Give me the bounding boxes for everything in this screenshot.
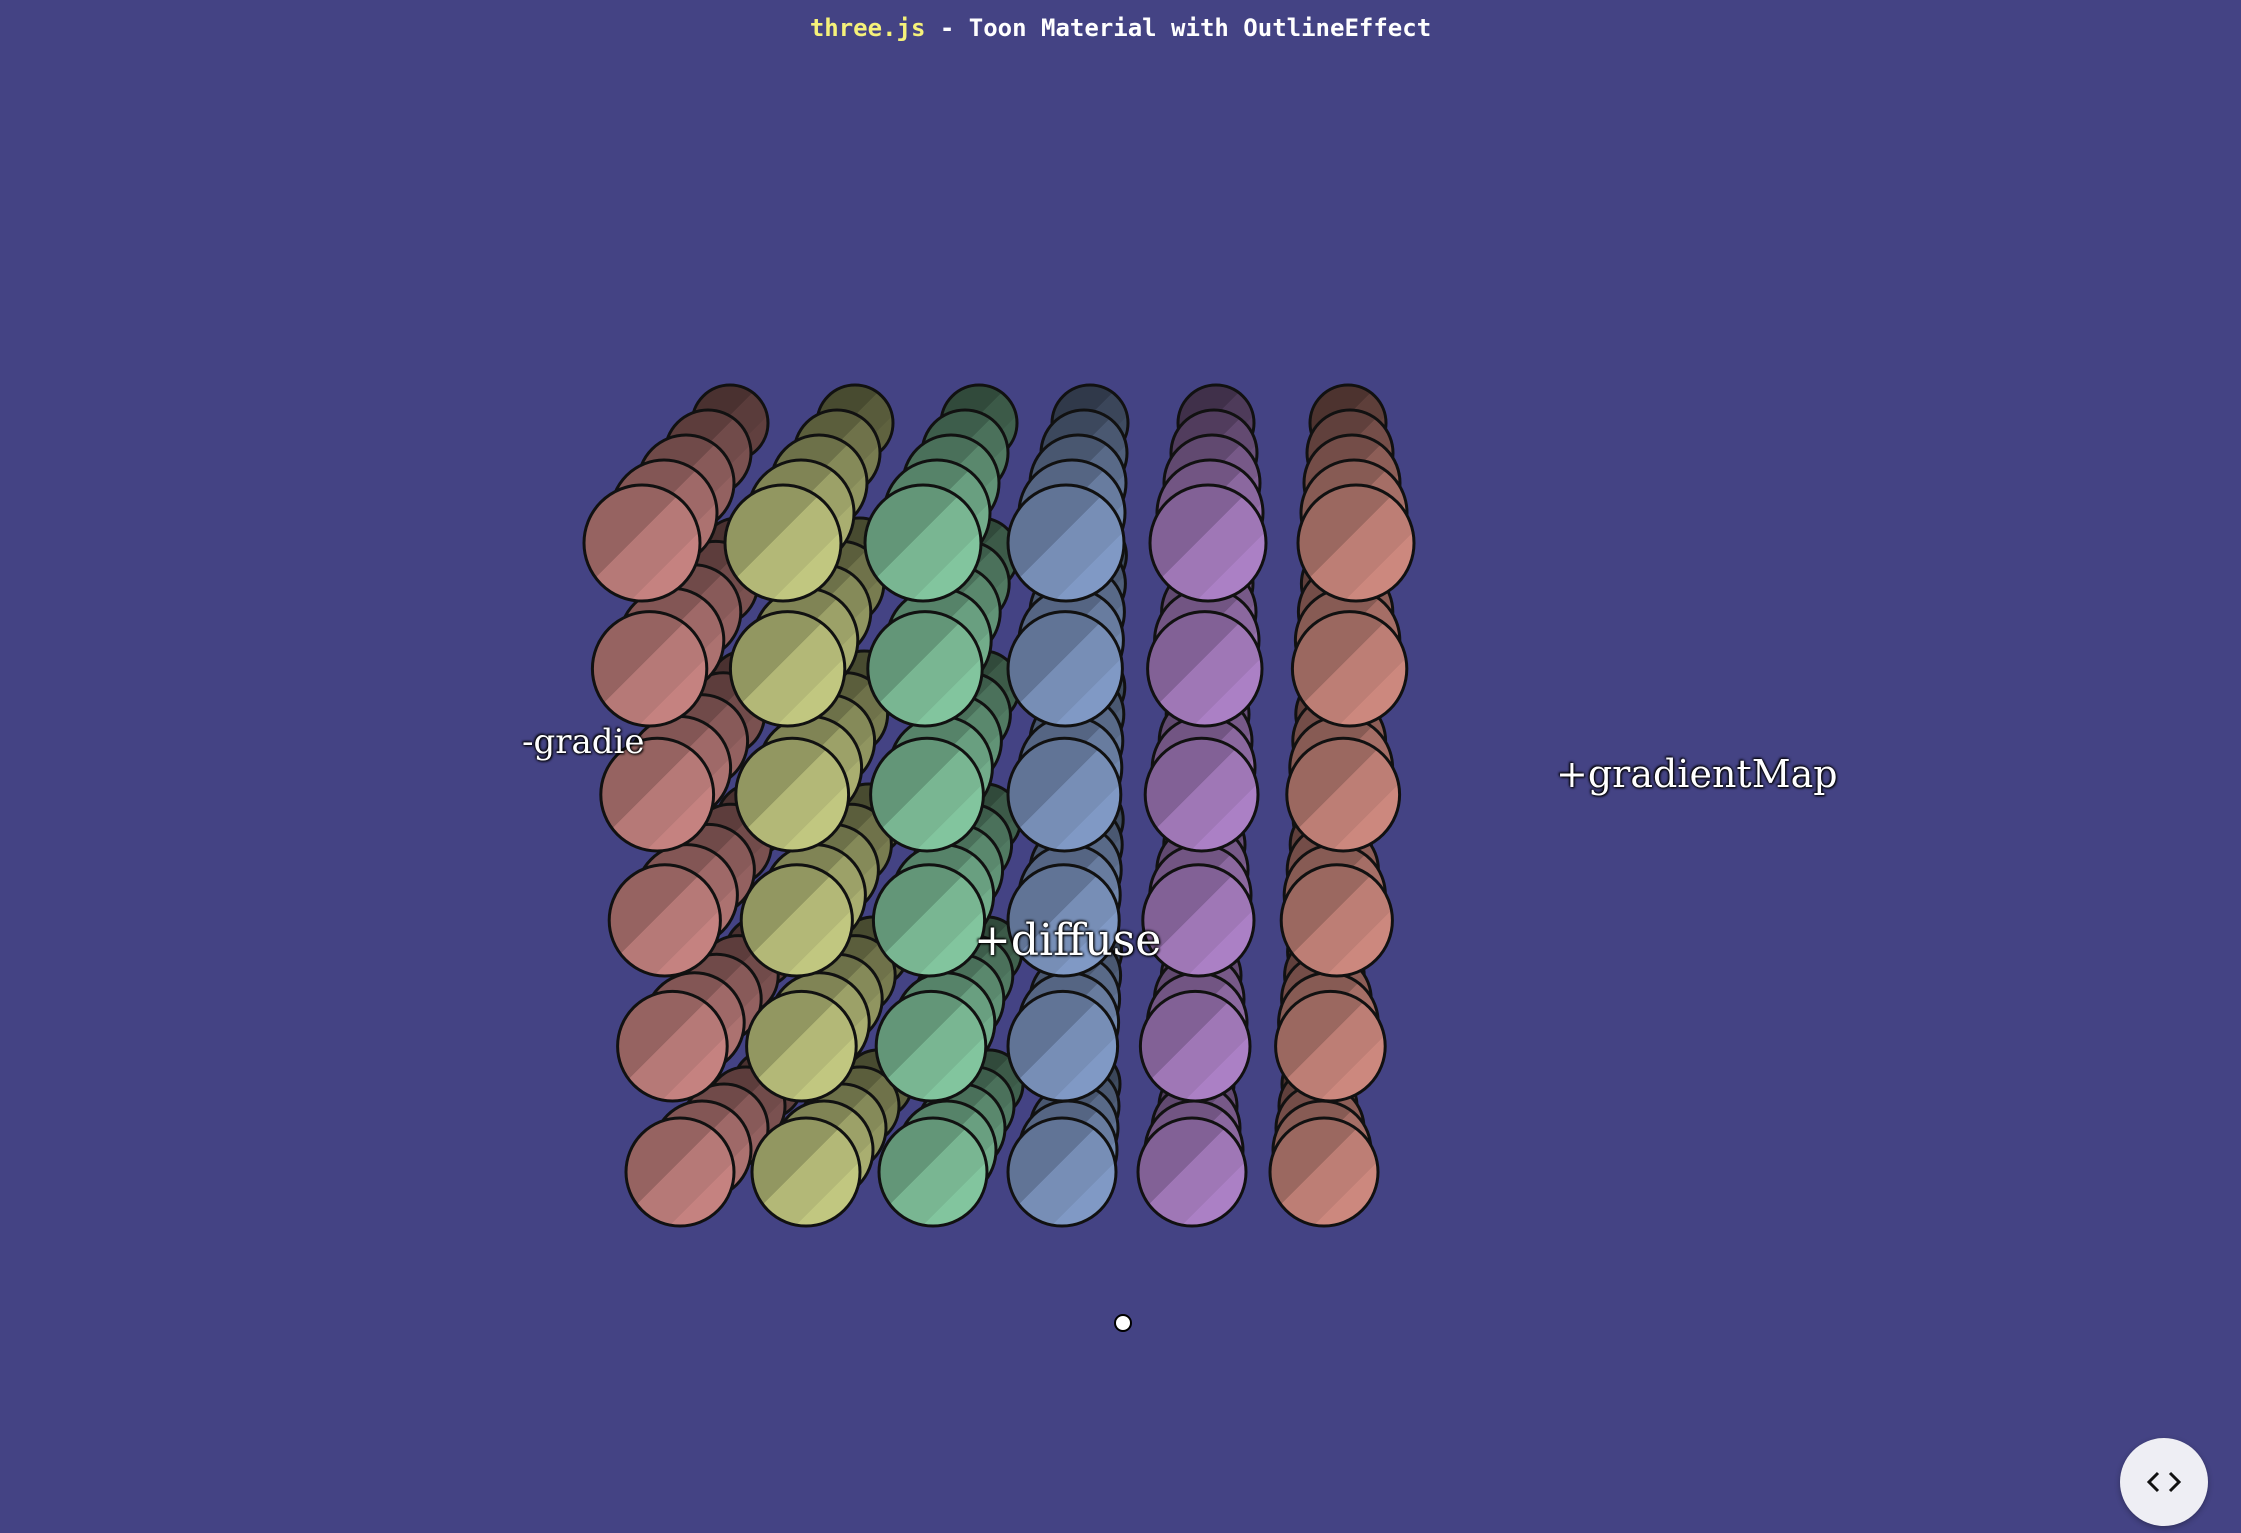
label-diffuse: +diffuse <box>974 915 1162 966</box>
label-gradient-positive: +gradientMap <box>1556 752 1838 796</box>
toon-sphere <box>1274 989 1387 1103</box>
toon-sphere <box>874 989 988 1103</box>
code-brackets-icon <box>2146 1471 2182 1493</box>
toon-sphere <box>582 483 702 603</box>
toon-sphere <box>866 610 984 728</box>
toon-sphere <box>739 863 854 978</box>
demo-title: - Toon Material with OutlineEffect <box>925 14 1432 42</box>
toon-sphere <box>1143 736 1260 853</box>
toon-sphere <box>869 736 985 853</box>
toon-sphere <box>1146 610 1264 728</box>
toon-sphere <box>1006 989 1120 1103</box>
toon-sphere <box>1006 1116 1118 1228</box>
threejs-link[interactable]: three.js <box>809 14 926 42</box>
toon-sphere <box>734 736 851 853</box>
toon-sphere <box>723 483 843 603</box>
toon-sphere <box>863 483 983 603</box>
toon-sphere <box>1006 736 1123 853</box>
light-source-marker <box>1114 1314 1132 1332</box>
toon-sphere <box>624 1116 736 1228</box>
toon-sphere <box>599 736 716 853</box>
toon-sphere <box>1290 610 1409 728</box>
toon-sphere <box>1285 736 1402 853</box>
toon-sphere <box>1136 1116 1248 1228</box>
toon-sphere <box>1148 483 1268 603</box>
toon-sphere <box>1141 863 1256 978</box>
label-gradient-negative: -gradie <box>522 722 645 762</box>
toon-sphere <box>590 610 709 728</box>
view-source-button[interactable] <box>2120 1438 2208 1526</box>
toon-sphere <box>616 989 729 1103</box>
toon-sphere <box>728 610 847 728</box>
toon-sphere <box>1006 863 1121 978</box>
toon-sphere <box>1279 863 1394 978</box>
toon-sphere <box>1006 610 1124 728</box>
toon-sphere <box>745 989 858 1103</box>
toon-sphere <box>750 1116 862 1228</box>
toon-sphere <box>1138 989 1252 1103</box>
toon-sphere <box>607 863 722 978</box>
toon-sphere <box>871 863 987 978</box>
toon-sphere <box>877 1116 989 1228</box>
toon-sphere <box>1006 483 1126 603</box>
toon-sphere <box>1296 483 1416 603</box>
info-header: three.js - Toon Material with OutlineEff… <box>0 14 2241 42</box>
toon-sphere <box>1268 1116 1380 1228</box>
